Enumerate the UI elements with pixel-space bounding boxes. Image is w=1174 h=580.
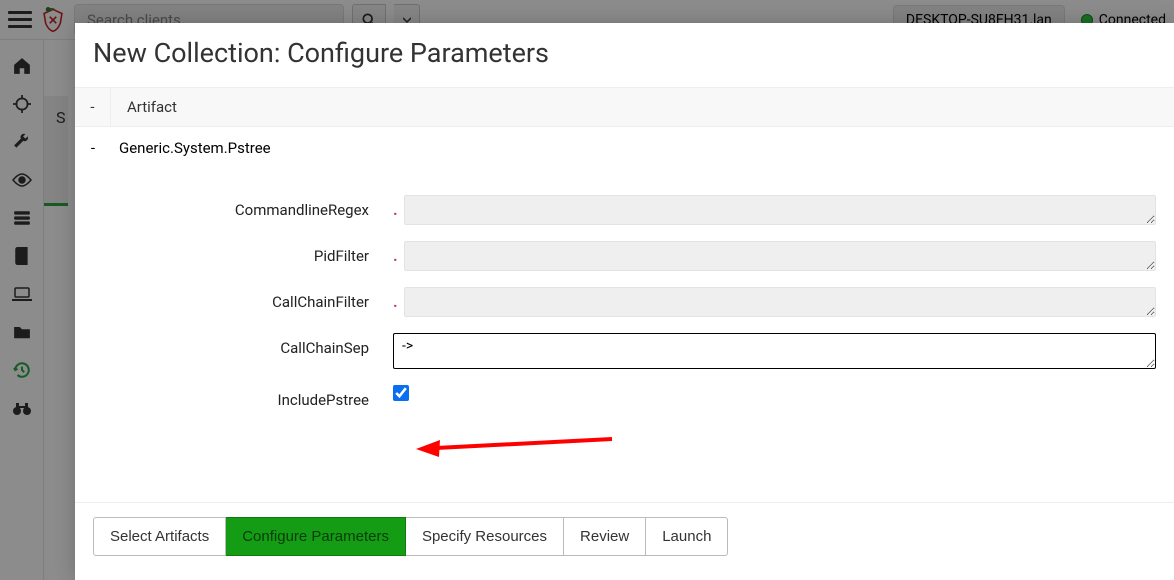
param-callchainsep: CallChainSep [93,333,1156,369]
step-select-artifacts[interactable]: Select Artifacts [93,517,226,556]
param-label: CallChainSep [93,333,393,357]
step-launch[interactable]: Launch [646,517,728,556]
param-includepstree: IncludePstree [93,385,1156,409]
step-configure-parameters[interactable]: Configure Parameters [226,517,406,556]
collapse-toggle[interactable]: - [75,88,111,126]
callchainfilter-input[interactable] [404,287,1156,317]
param-label: CallChainFilter [93,287,393,311]
param-callchainfilter: CallChainFilter . [93,287,1156,317]
artifact-column-header: Artifact [111,88,193,126]
pidfilter-input[interactable] [404,241,1156,271]
step-specify-resources[interactable]: Specify Resources [406,517,564,556]
includepstree-checkbox[interactable] [393,385,409,401]
modal-footer: Select Artifacts Configure Parameters Sp… [75,502,1174,580]
commandlineregex-input[interactable] [404,195,1156,225]
regex-indicator-icon: . [393,202,398,218]
param-label: CommandlineRegex [93,195,393,219]
callchainsep-input[interactable] [393,333,1156,369]
artifact-collapse-toggle[interactable]: - [75,139,111,157]
param-label: IncludePstree [93,385,393,409]
param-list: CommandlineRegex . PidFilter . CallChain… [75,169,1174,445]
params-header: - Artifact [75,88,1174,127]
regex-indicator-icon: . [393,294,398,310]
param-label: PidFilter [93,241,393,265]
step-review[interactable]: Review [564,517,646,556]
param-commandlineregex: CommandlineRegex . [93,195,1156,225]
artifact-name: Generic.System.Pstree [111,139,279,157]
modal-body: - Artifact - Generic.System.Pstree Comma… [75,87,1174,502]
param-pidfilter: PidFilter . [93,241,1156,271]
artifact-row: - Generic.System.Pstree [75,127,1174,169]
new-collection-modal: New Collection: Configure Parameters - A… [75,23,1174,580]
modal-title: New Collection: Configure Parameters [75,23,1174,87]
regex-indicator-icon: . [393,248,398,264]
